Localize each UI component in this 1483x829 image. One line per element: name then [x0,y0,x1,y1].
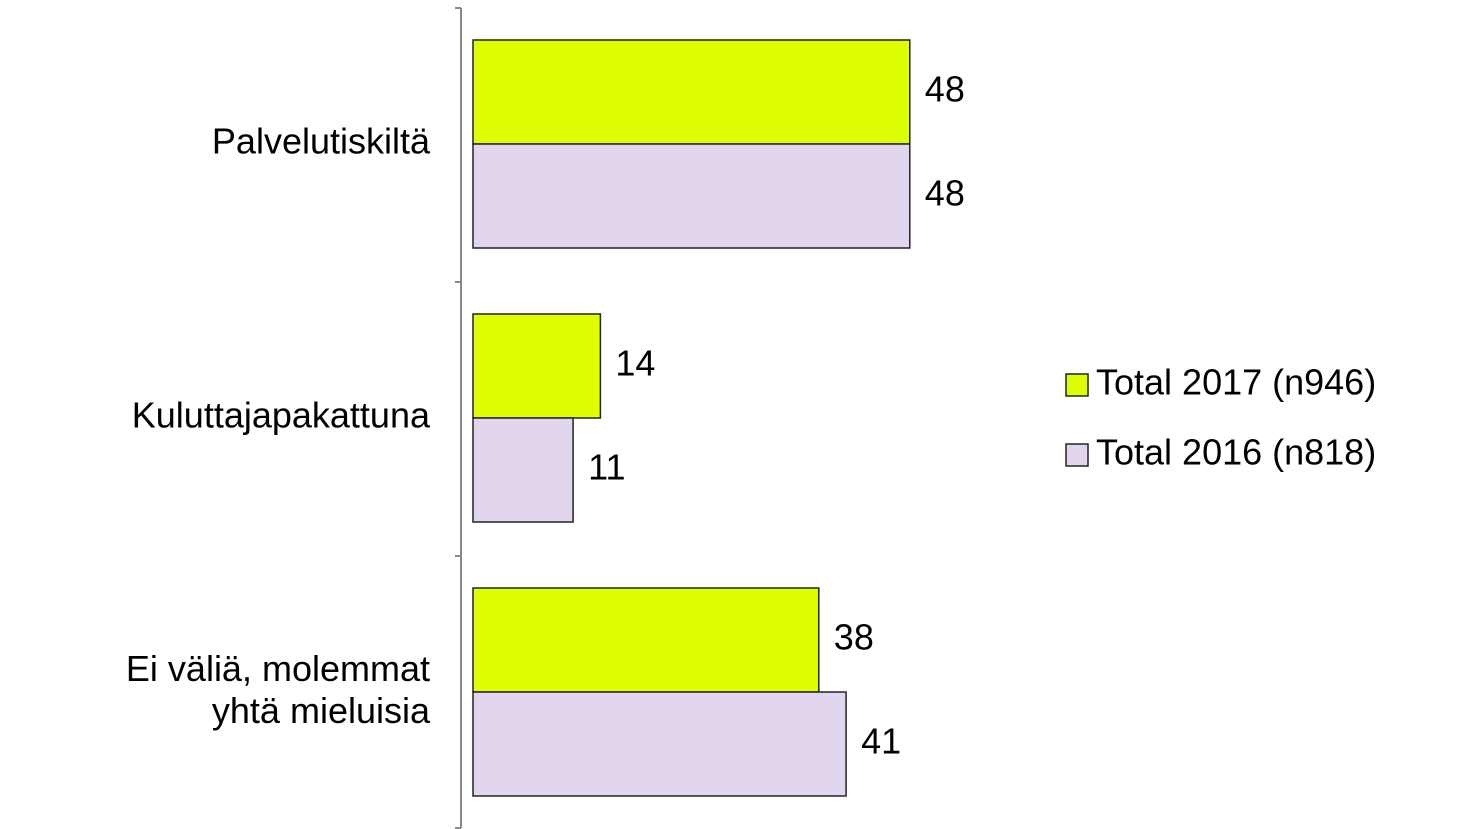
legend-label: Total 2016 (n818) [1096,432,1376,473]
legend-swatch [1065,443,1089,467]
value-label: 41 [861,721,901,762]
value-label: 48 [925,69,965,110]
category-label: Palvelutiskiltä [212,121,431,162]
legend-swatch [1065,373,1089,397]
category-label: Ei väliä, molemmat yhtä mieluisia [126,648,431,731]
bar [472,417,574,523]
bar [472,691,847,797]
value-label: 38 [834,617,874,658]
bar [472,143,911,249]
bar [472,587,820,693]
value-label: 48 [925,173,965,214]
legend-label: Total 2017 (n946) [1096,362,1376,403]
value-label: 14 [615,343,655,384]
bar [472,313,602,419]
category-label: Kuluttajapakattuna [132,395,431,436]
value-label: 11 [588,447,625,488]
bar [472,39,911,145]
